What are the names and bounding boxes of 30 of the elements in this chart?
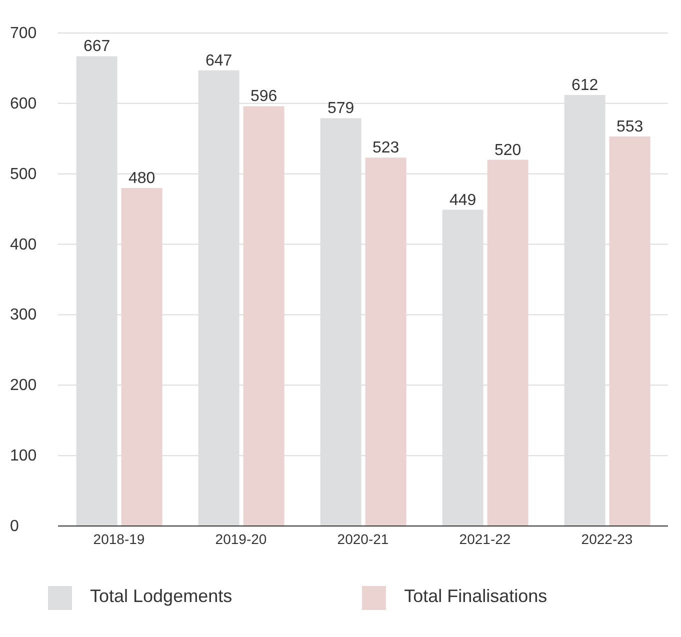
- bar: [609, 136, 650, 526]
- y-tick-label: 300: [10, 306, 37, 324]
- data-label: 523: [372, 140, 400, 157]
- x-tick-label: 2019-20: [215, 530, 267, 547]
- y-tick-label: 700: [10, 25, 37, 42]
- y-tick-label: 400: [10, 236, 37, 254]
- data-label: 553: [616, 118, 644, 136]
- data-label: 667: [83, 38, 110, 56]
- legend-label: Total Lodgements: [90, 586, 232, 606]
- data-label: 579: [327, 100, 354, 118]
- x-tick-label: 2020-21: [337, 530, 389, 547]
- bar: [243, 106, 284, 526]
- data-label: 480: [128, 170, 156, 187]
- data-label: 612: [571, 76, 598, 94]
- x-tick-label: 2022-23: [581, 530, 633, 547]
- bar: [487, 160, 528, 526]
- legend-label: Total Finalisations: [404, 586, 548, 606]
- y-tick-label: 200: [10, 377, 37, 394]
- y-tick-label: 0: [10, 518, 19, 535]
- y-tick-label: 600: [10, 95, 37, 112]
- data-label: 647: [205, 52, 232, 70]
- x-tick-label: 2021-22: [459, 530, 511, 547]
- y-tick-label: 100: [10, 448, 37, 465]
- data-label: 449: [449, 192, 476, 209]
- data-label: 520: [494, 142, 522, 159]
- bar: [121, 188, 162, 526]
- x-tick-label: 2018-19: [93, 530, 145, 547]
- bar: [365, 158, 406, 526]
- y-tick-label: 500: [10, 166, 37, 183]
- data-label: 596: [250, 88, 278, 106]
